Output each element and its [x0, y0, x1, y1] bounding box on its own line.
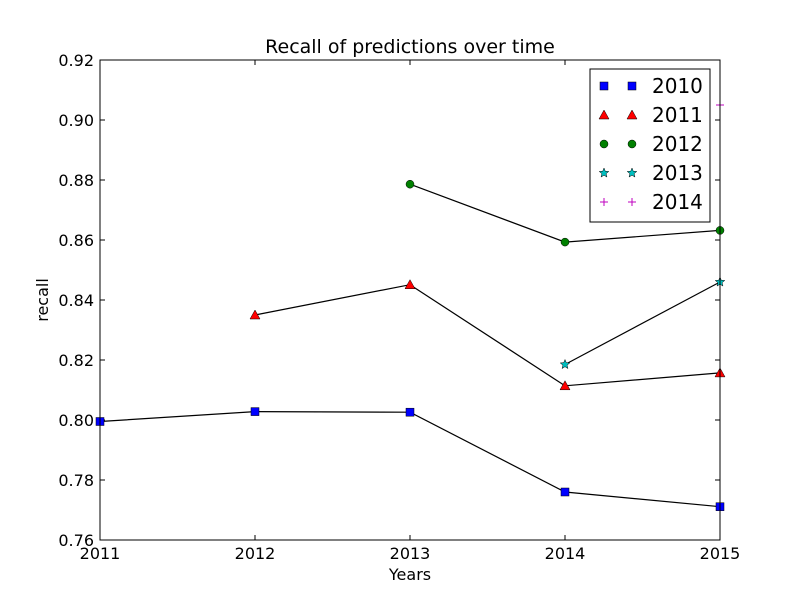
series-2013-point [559, 358, 571, 370]
legend-marker [628, 198, 636, 206]
legend-marker [626, 109, 638, 120]
y-tick-label: 0.80 [58, 411, 94, 430]
series-2012-point [405, 179, 415, 189]
series-2010-point [560, 487, 570, 497]
series-2012-point [560, 237, 570, 247]
legend-marker [599, 139, 609, 149]
series-2011-point [404, 279, 416, 289]
chart-title: Recall of predictions over time [265, 36, 555, 58]
y-tick-label: 0.88 [58, 171, 94, 190]
legend-marker [626, 167, 638, 178]
y-tick-label: 0.76 [58, 531, 94, 550]
legend-label: 2010 [652, 74, 703, 98]
legend-marker [599, 81, 609, 91]
y-axis-label: recall [33, 278, 52, 322]
series-2011-point [559, 380, 571, 391]
y-tick-label: 0.84 [58, 291, 94, 310]
legend-marker [598, 109, 610, 120]
legend-label: 2014 [652, 190, 703, 214]
axis-ticks: 2011 2012 2013 2014 2015 0.76 0.78 0.80 0.82 0.84… [58, 51, 740, 563]
series-2010-point [405, 407, 415, 417]
y-tick-label: 0.82 [58, 351, 94, 370]
y-tick-label: 0.90 [58, 111, 94, 130]
x-tick-label: 2014 [545, 544, 586, 563]
x-axis-label: Years [388, 565, 431, 584]
x-tick-label: 2015 [700, 544, 741, 563]
y-tick-label: 0.86 [58, 231, 94, 250]
legend-marker [627, 81, 637, 91]
series-2010-point [250, 407, 260, 416]
legend-label: 2013 [652, 161, 703, 185]
x-tick-label: 2011 [80, 544, 121, 563]
legend-marker [600, 198, 608, 206]
series-2013-line [564, 281, 721, 366]
plot-frame [99, 59, 721, 541]
x-tick-label: 2013 [390, 544, 431, 563]
legend: 2010 2011 2012 2013 2014 [589, 68, 711, 223]
y-tick-label: 0.78 [58, 471, 94, 490]
legend-marker [598, 167, 610, 178]
series-2011-line [254, 284, 721, 387]
legend-box [589, 68, 711, 223]
legend-label: 2012 [652, 132, 703, 156]
legend-label: 2011 [652, 103, 703, 127]
legend-marker [627, 139, 637, 149]
y-tick-label: 0.92 [58, 51, 94, 70]
series-2011-point [249, 309, 261, 320]
x-tick-label: 2012 [235, 544, 276, 563]
